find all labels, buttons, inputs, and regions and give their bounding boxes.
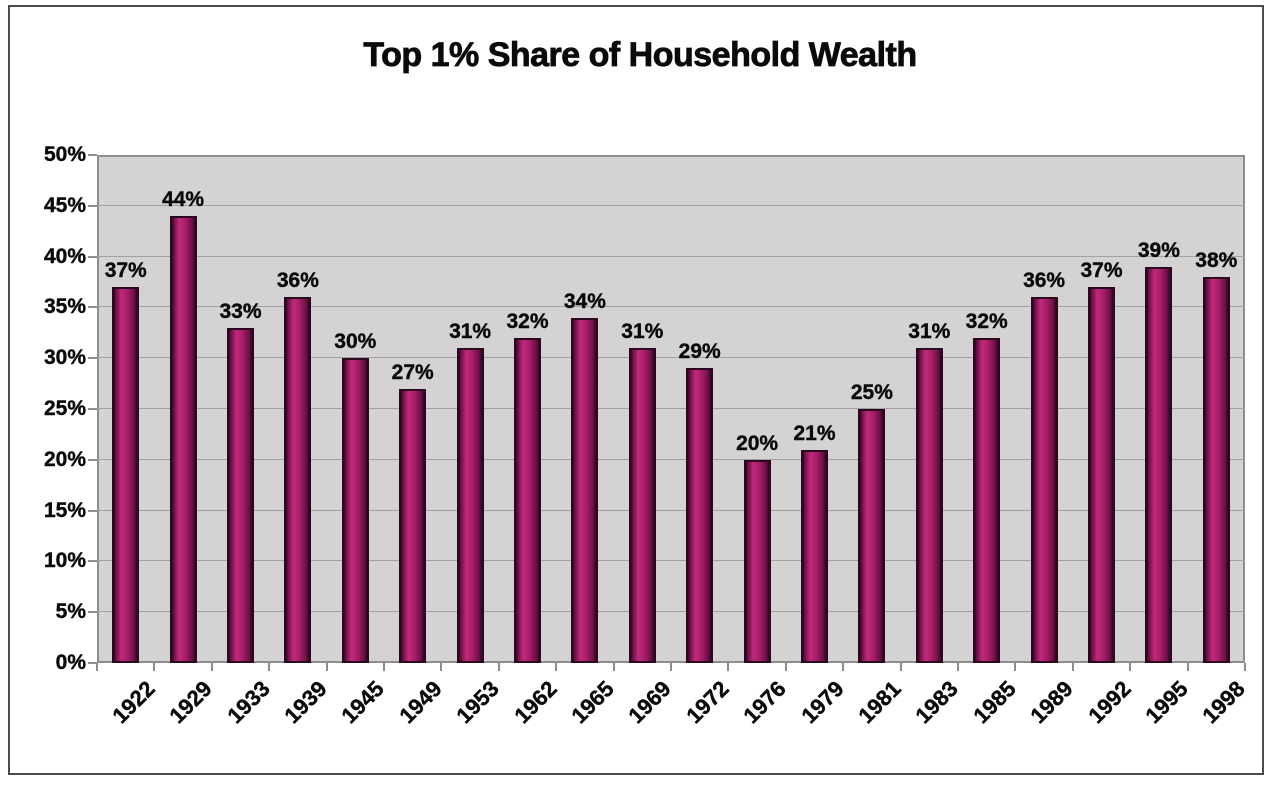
x-axis-tick <box>153 663 156 671</box>
y-axis-label: 40% <box>43 244 86 268</box>
x-axis-tick <box>1186 663 1189 671</box>
chart-title: Top 1% Share of Household Wealth <box>363 36 918 75</box>
y-axis-label: 30% <box>43 346 86 370</box>
y-axis-label: 45% <box>43 193 86 217</box>
bar-value-label: 29% <box>678 340 721 364</box>
y-axis-tick <box>88 357 97 360</box>
y-axis-tick <box>88 306 97 309</box>
bar-1922 <box>112 287 140 663</box>
x-axis-tick <box>957 663 959 671</box>
gridline-40 <box>97 255 1245 257</box>
bar-1981 <box>858 409 886 663</box>
bar-1972 <box>686 368 714 663</box>
y-axis-label: 35% <box>43 295 86 319</box>
x-axis-tick <box>268 663 271 671</box>
y-axis-tick <box>88 255 97 258</box>
y-axis-label: 0% <box>55 651 86 674</box>
bar-1929 <box>169 215 197 663</box>
y-axis-tick <box>88 509 97 512</box>
y-axis-tick <box>88 458 97 461</box>
bar-value-label: 33% <box>219 299 262 323</box>
y-axis-label: 20% <box>43 447 86 471</box>
bar-value-label: 34% <box>563 289 606 313</box>
bar-value-label: 38% <box>1195 248 1238 272</box>
y-axis-label: 50% <box>43 143 86 166</box>
bar-value-label: 37% <box>104 259 147 283</box>
y-axis-label: 25% <box>43 397 86 420</box>
bar-value-label: 20% <box>736 431 779 455</box>
bar-1979 <box>801 449 828 663</box>
x-axis-tick <box>96 663 98 671</box>
bar-value-label: 31% <box>621 320 664 344</box>
bar-1983 <box>915 348 943 663</box>
x-axis-tick <box>842 663 845 671</box>
bar-value-label: 31% <box>908 320 951 344</box>
bar-value-label: 39% <box>1137 238 1180 262</box>
y-axis-tick <box>88 560 97 563</box>
gridline-5 <box>97 611 1245 613</box>
x-axis-tick <box>1014 663 1017 671</box>
bar-1962 <box>514 337 541 663</box>
y-axis-label: 10% <box>43 549 86 573</box>
bar-value-label: 21% <box>793 421 836 445</box>
x-axis-tick <box>383 663 385 671</box>
bar-value-label: 36% <box>1023 269 1066 293</box>
plot-area: 37% 44% 33% 36% 30% 27% 31% 32% 34% 31% 29% 20% 21% 2… <box>97 155 1245 663</box>
bar-1953 <box>456 348 484 663</box>
gridline-20 <box>97 458 1245 460</box>
y-axis-tick <box>88 408 97 410</box>
bar-1949 <box>399 388 427 663</box>
y-axis-tick <box>88 611 97 614</box>
x-axis-tick <box>784 663 787 671</box>
bar-1992 <box>1088 287 1115 663</box>
x-axis-tick <box>325 663 328 671</box>
y-axis-label: 5% <box>55 600 86 624</box>
y-axis-tick <box>88 662 97 664</box>
bar-1995 <box>1145 266 1173 663</box>
bar-1965 <box>571 317 599 663</box>
x-axis-tick <box>670 663 672 671</box>
x-axis-tick <box>1129 663 1132 671</box>
gridline-30 <box>97 357 1245 359</box>
x-axis-tick <box>210 663 213 671</box>
bar-1976 <box>743 459 771 663</box>
gridline-25 <box>97 408 1245 409</box>
bar-value-label: 36% <box>276 269 319 293</box>
bar-1998 <box>1202 276 1230 663</box>
x-axis-tick <box>555 663 558 671</box>
bar-value-label: 32% <box>506 309 549 333</box>
bar-1945 <box>341 358 369 663</box>
bar-1939 <box>284 297 312 663</box>
bar-1989 <box>1030 297 1058 663</box>
bar-value-label: 44% <box>162 187 205 211</box>
gridline-45 <box>97 204 1245 206</box>
gridline-35 <box>97 306 1245 308</box>
gridline-15 <box>97 509 1245 511</box>
plot-area-border <box>97 155 1245 663</box>
x-axis-tick <box>497 663 500 671</box>
bar-value-label: 31% <box>449 320 492 344</box>
x-axis-tick <box>727 663 730 671</box>
x-axis-tick <box>899 663 902 671</box>
bar-1933 <box>227 327 254 663</box>
y-axis-tick <box>88 204 97 207</box>
x-axis-tick <box>612 663 615 671</box>
x-axis-tick <box>440 663 443 671</box>
bar-value-label: 27% <box>391 360 434 384</box>
bar-value-label: 30% <box>334 330 377 354</box>
bar-value-label: 25% <box>850 381 893 404</box>
bar-value-label: 37% <box>1080 259 1123 283</box>
bar-1985 <box>973 337 1001 663</box>
gridline-10 <box>97 560 1245 562</box>
bar-value-label: 32% <box>965 309 1008 333</box>
y-axis-label: 15% <box>43 498 86 522</box>
x-axis-tick <box>1071 663 1074 671</box>
x-axis-tick <box>1244 663 1246 671</box>
y-axis-tick <box>88 154 97 156</box>
bar-1969 <box>628 348 656 663</box>
